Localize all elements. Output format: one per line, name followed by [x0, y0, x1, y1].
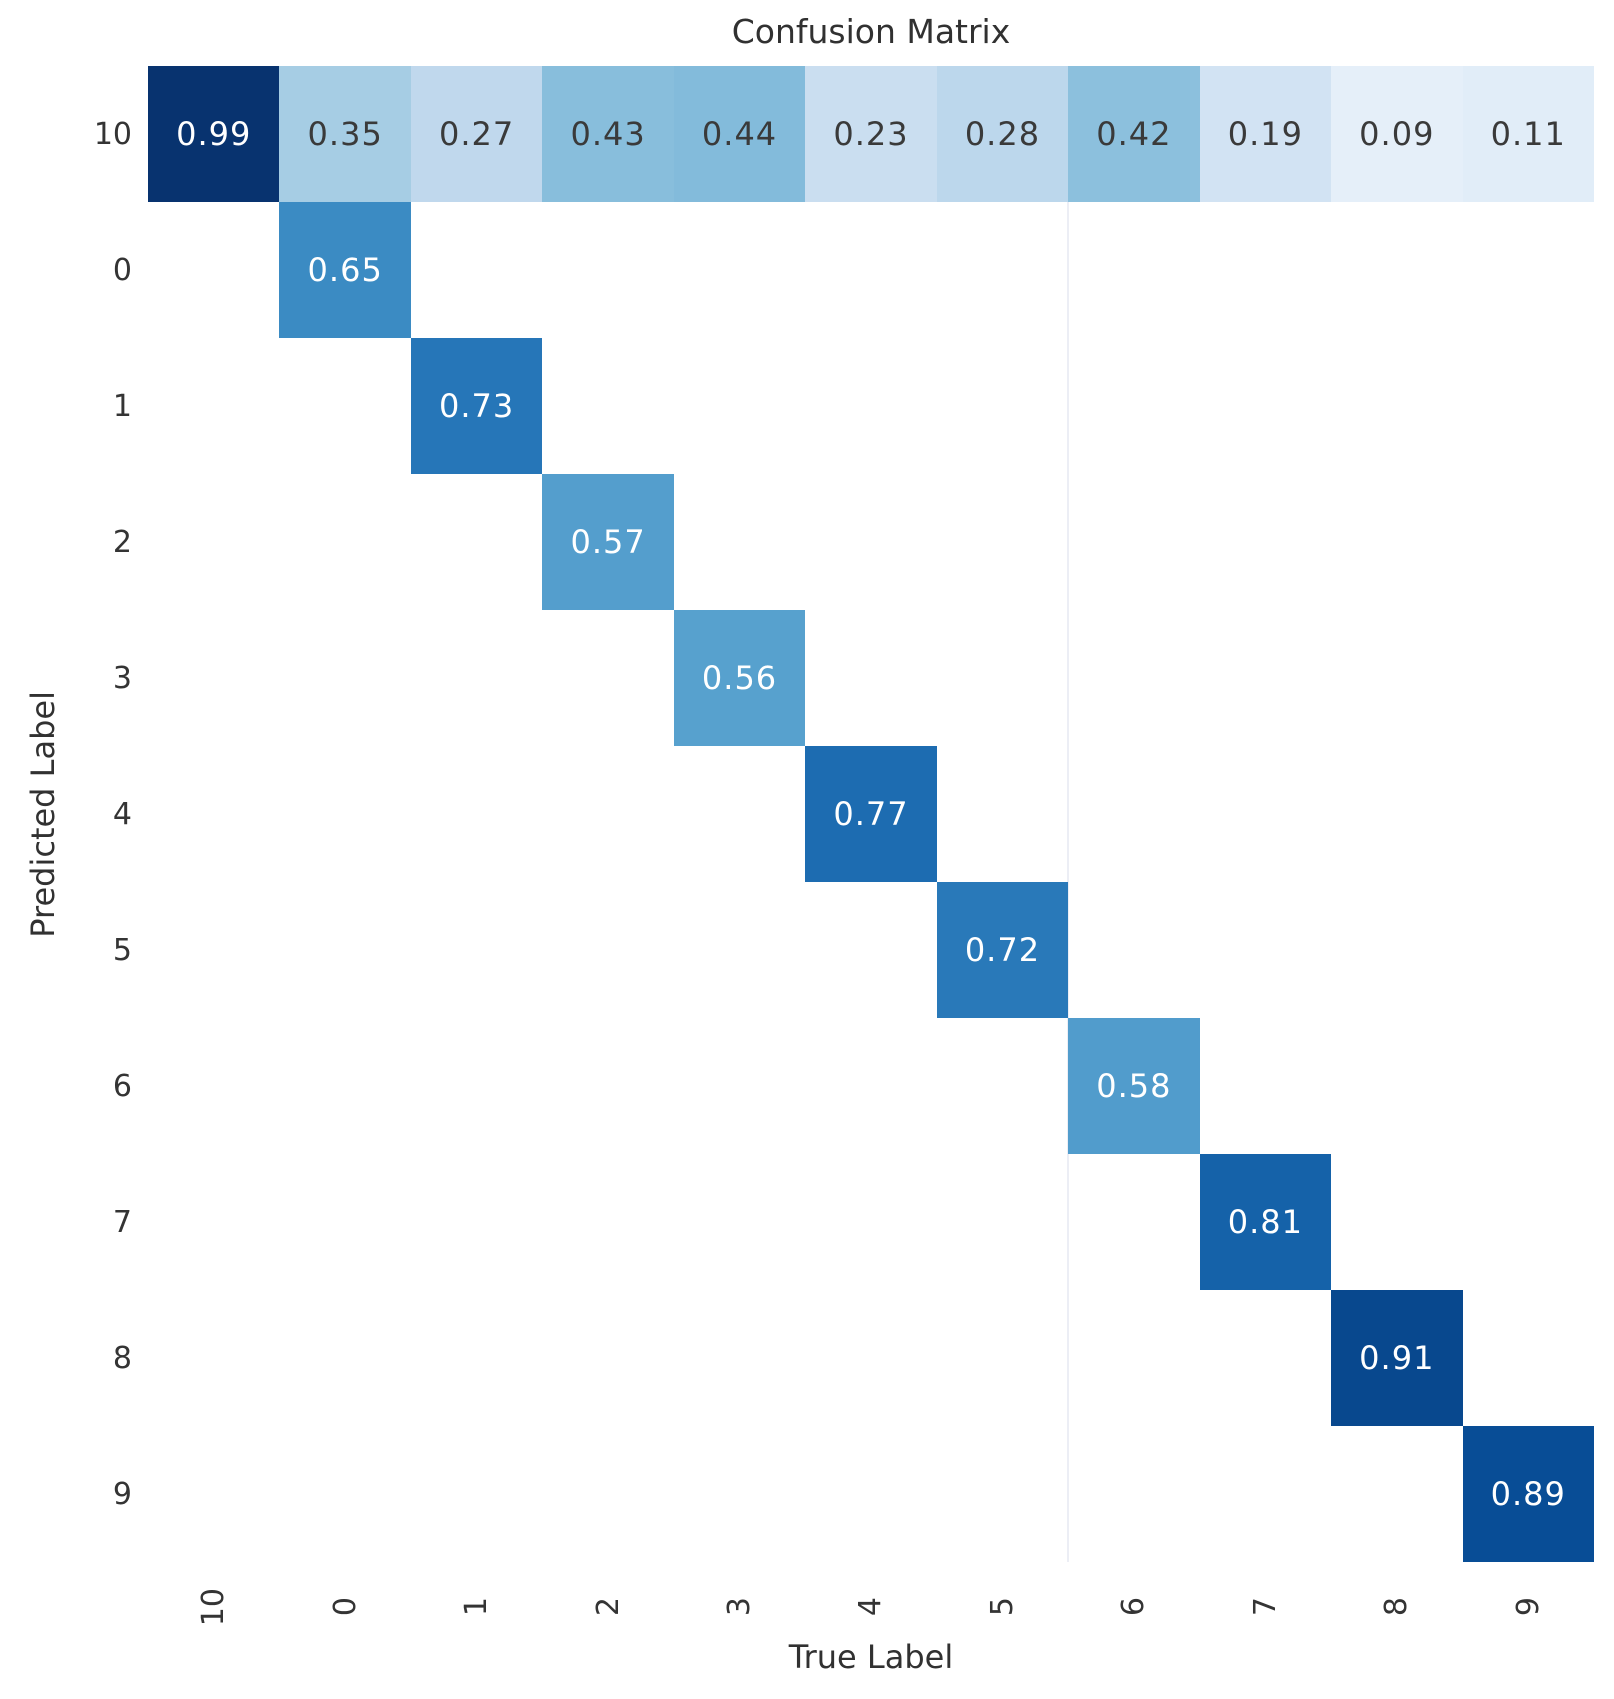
- heatmap-cell: 0.44: [673, 66, 806, 202]
- column-seam-artifact: [1067, 202, 1070, 1562]
- cell-value: 0.56: [701, 659, 778, 697]
- cell-value: 0.91: [1359, 1339, 1435, 1377]
- y-tick-label: 6: [112, 1068, 132, 1104]
- heatmap-cell: 0.35: [279, 66, 411, 202]
- y-tick-label: 7: [112, 1204, 132, 1240]
- cell-value: 0.57: [570, 523, 646, 561]
- heatmap-cell: 0.11: [1462, 66, 1594, 202]
- heatmap-cell: 0.43: [542, 66, 674, 202]
- heatmap-cell: 0.23: [805, 66, 937, 202]
- heatmap-cell: 0.19: [1199, 66, 1332, 202]
- cell-value: 0.23: [833, 115, 909, 153]
- y-axis-ticks: 10 0 1 2 3 4 5 6 7 8 9: [0, 66, 132, 1562]
- heatmap-cell: 0.77: [805, 746, 937, 882]
- y-tick-label: 5: [112, 932, 132, 968]
- cell-value: 0.58: [1096, 1067, 1172, 1105]
- cell-value: 0.89: [1490, 1475, 1566, 1513]
- heatmap-cell: 0.42: [1068, 66, 1200, 202]
- y-tick-label: 4: [112, 796, 132, 832]
- x-tick-label-text: 3: [722, 1597, 758, 1617]
- cell-value: 0.35: [307, 115, 383, 153]
- heatmap-cell: 0.57: [542, 474, 674, 610]
- cell-value: 0.65: [307, 251, 383, 289]
- x-axis-label: True Label: [788, 1638, 954, 1676]
- x-tick-label-text: 8: [1379, 1597, 1415, 1617]
- x-tick-label-text: 6: [1116, 1597, 1152, 1617]
- x-tick-label-text: 7: [1247, 1597, 1283, 1617]
- heatmap-cell: 0.65: [279, 202, 411, 338]
- cell-value: 0.73: [439, 387, 515, 425]
- x-tick-label-text: 2: [590, 1597, 626, 1617]
- heatmap-cell: 0.73: [410, 338, 543, 474]
- heatmap-cell: 0.09: [1331, 66, 1463, 202]
- y-tick-label: 0: [112, 252, 132, 288]
- heatmap-cell: 0.72: [936, 882, 1069, 1018]
- y-tick-label: 1: [112, 388, 132, 424]
- x-tick-label-text: 5: [984, 1597, 1020, 1617]
- heatmap-grid: 0.99 0.35 0.27 0.43 0.44 0.23 0.28 0.42 0.19 0.09…: [148, 66, 1594, 1562]
- cell-value: 0.43: [570, 115, 646, 153]
- cell-value: 0.81: [1227, 1203, 1303, 1241]
- heatmap-cell: 0.99: [148, 66, 280, 202]
- cell-value: 0.27: [439, 115, 515, 153]
- heatmap-cell: 0.91: [1331, 1290, 1463, 1426]
- cell-value: 0.44: [701, 115, 778, 153]
- cell-value: 0.99: [176, 115, 252, 153]
- cell-value: 0.72: [964, 931, 1041, 969]
- y-tick-label: 10: [93, 116, 132, 152]
- cell-value: 0.28: [964, 115, 1041, 153]
- heatmap-cell: 0.89: [1462, 1426, 1594, 1562]
- cell-value: 0.77: [833, 795, 909, 833]
- cell-value: 0.11: [1490, 115, 1566, 153]
- chart-title: Confusion Matrix: [731, 12, 1011, 51]
- cell-value: 0.09: [1359, 115, 1435, 153]
- heatmap-cell: 0.28: [936, 66, 1069, 202]
- x-tick-label-text: 4: [853, 1597, 889, 1617]
- y-tick-label: 8: [112, 1340, 132, 1376]
- heatmap-cell: 0.81: [1199, 1154, 1332, 1290]
- y-tick-label: 3: [112, 660, 132, 696]
- x-tick-label-text: 9: [1510, 1597, 1546, 1617]
- heatmap-cell: 0.58: [1068, 1018, 1200, 1154]
- x-tick-label-text: 0: [327, 1597, 363, 1617]
- heatmap-cell: 0.27: [410, 66, 543, 202]
- x-tick-label-text: 10: [196, 1587, 232, 1627]
- cell-value: 0.19: [1227, 115, 1303, 153]
- heatmap-cell: 0.56: [673, 610, 806, 746]
- cell-value: 0.42: [1096, 115, 1172, 153]
- x-tick-label-text: 1: [459, 1597, 495, 1617]
- y-tick-label: 2: [112, 524, 132, 560]
- y-tick-label: 9: [112, 1476, 132, 1512]
